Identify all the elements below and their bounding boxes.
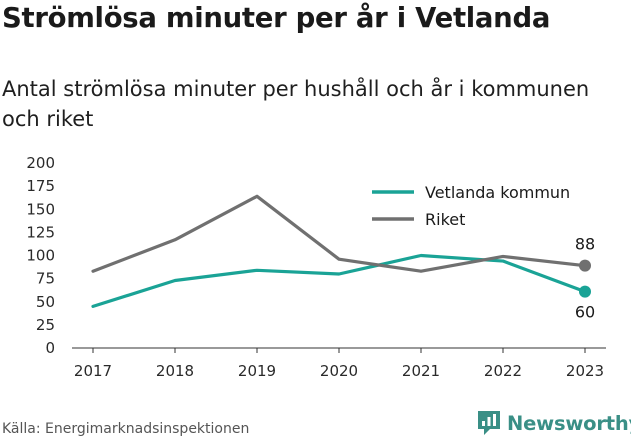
x-tick-label: 2019 <box>238 362 276 380</box>
chart-title: Strömlösa minuter per år i Vetlanda <box>2 2 551 34</box>
y-tick-label: 200 <box>26 154 55 172</box>
x-tick-label: 2023 <box>566 362 604 380</box>
y-tick-label: 100 <box>26 247 55 265</box>
y-tick-label: 50 <box>36 293 55 311</box>
end-value-label-riket: 88 <box>575 235 595 254</box>
chart-subtitle: Antal strömlösa minuter per hushåll och … <box>2 77 590 131</box>
legend-label-0: Vetlanda kommun <box>425 183 570 202</box>
line-chart: 0 25 50 75 100 125 150 175 200 2017 2018 2019 2020 20… <box>26 154 606 380</box>
x-tick-label: 2022 <box>484 362 522 380</box>
x-tick-label: 2020 <box>320 362 358 380</box>
y-tick-label: 75 <box>36 270 55 288</box>
newsworthy-brand[interactable]: Newsworthy <box>476 408 631 438</box>
legend-label-1: Riket <box>425 210 465 229</box>
y-tick-label: 175 <box>26 177 55 195</box>
x-tick-label: 2018 <box>156 362 194 380</box>
brand-name: Newsworthy <box>507 411 631 435</box>
series-end-marker-1 <box>579 259 591 272</box>
newsworthy-logo-icon <box>478 411 500 435</box>
x-tick-label: 2017 <box>74 362 112 380</box>
y-tick-label: 125 <box>26 223 55 241</box>
x-tick-label: 2021 <box>402 362 440 380</box>
y-tick-label: 150 <box>26 200 55 218</box>
series-line-1 <box>91 194 587 273</box>
series-line-0 <box>91 253 587 308</box>
y-tick-label: 0 <box>45 339 55 357</box>
series-end-marker-0 <box>579 285 591 298</box>
legend-box <box>366 178 594 236</box>
y-tick-label: 25 <box>36 316 55 334</box>
source-note: Källa: Energimarknadsinspektionen <box>2 421 250 437</box>
end-value-label-vetlanda: 60 <box>575 303 595 322</box>
